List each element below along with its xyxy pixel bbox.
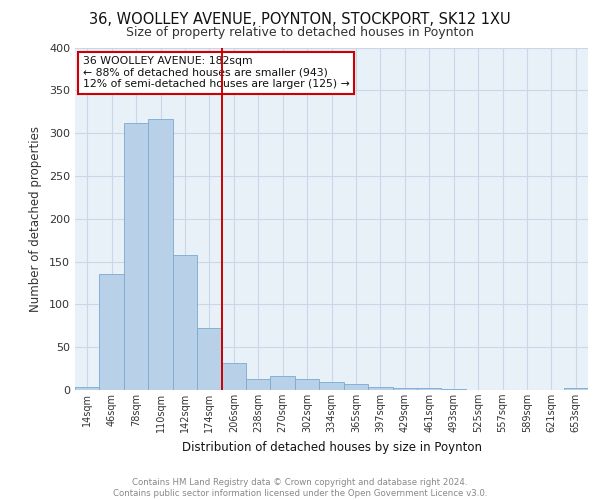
Bar xyxy=(368,388,392,390)
Bar xyxy=(100,274,124,390)
Bar xyxy=(197,328,221,390)
Bar xyxy=(246,379,271,390)
Text: Contains HM Land Registry data © Crown copyright and database right 2024.
Contai: Contains HM Land Registry data © Crown c… xyxy=(113,478,487,498)
Bar xyxy=(221,362,246,390)
Bar xyxy=(295,379,319,390)
Bar xyxy=(75,386,100,390)
Bar xyxy=(563,388,588,390)
Text: 36 WOOLLEY AVENUE: 182sqm
← 88% of detached houses are smaller (943)
12% of semi: 36 WOOLLEY AVENUE: 182sqm ← 88% of detac… xyxy=(83,56,349,90)
Text: Size of property relative to detached houses in Poynton: Size of property relative to detached ho… xyxy=(126,26,474,39)
Bar xyxy=(344,384,368,390)
Text: 36, WOOLLEY AVENUE, POYNTON, STOCKPORT, SK12 1XU: 36, WOOLLEY AVENUE, POYNTON, STOCKPORT, … xyxy=(89,12,511,28)
Bar xyxy=(148,118,173,390)
Bar xyxy=(124,123,148,390)
Bar xyxy=(173,254,197,390)
Bar xyxy=(417,388,442,390)
X-axis label: Distribution of detached houses by size in Poynton: Distribution of detached houses by size … xyxy=(182,440,482,454)
Bar xyxy=(392,388,417,390)
Y-axis label: Number of detached properties: Number of detached properties xyxy=(29,126,42,312)
Bar xyxy=(442,389,466,390)
Bar xyxy=(319,382,344,390)
Bar xyxy=(271,376,295,390)
